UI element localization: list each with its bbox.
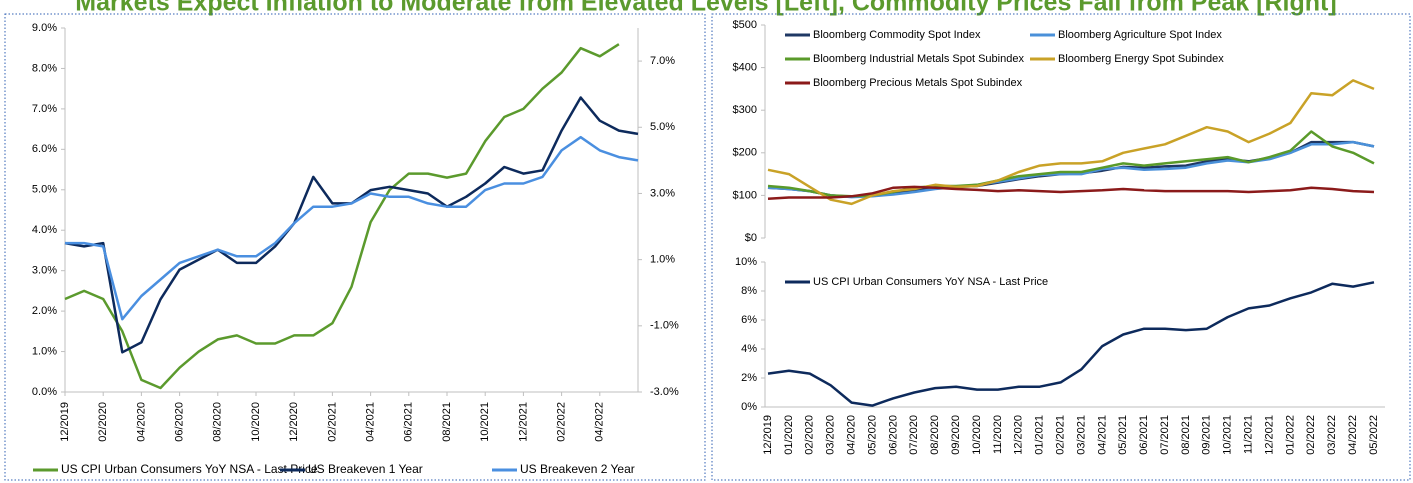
- x-tick-label: 08/2021: [441, 402, 453, 442]
- series-line: [767, 140, 1375, 198]
- y-tick-label: 2%: [741, 372, 757, 384]
- x-tick-label: 10/2020: [250, 402, 262, 442]
- x-tick-label: 04/2020: [845, 415, 857, 455]
- x-tick-label: 05/2020: [866, 415, 878, 455]
- legend-label: Bloomberg Industrial Metals Spot Subinde…: [813, 53, 1024, 65]
- x-tick-label: 12/2021: [1263, 415, 1275, 455]
- y-tick-label: 6.0%: [32, 143, 57, 155]
- y2-tick-label: 5.0%: [650, 121, 675, 133]
- y-tick-label: $0: [745, 232, 757, 244]
- y2-tick-label: -1.0%: [650, 320, 679, 332]
- x-tick-label: 06/2021: [403, 402, 415, 442]
- series-line: [64, 43, 620, 390]
- y2-tick-label: 7.0%: [650, 55, 675, 67]
- x-tick-label: 07/2021: [1159, 415, 1171, 455]
- series-line: [767, 281, 1375, 407]
- y2-tick-label: 1.0%: [650, 254, 675, 266]
- x-tick-label: 02/2020: [97, 402, 109, 442]
- x-tick-label: 03/2020: [825, 415, 837, 455]
- x-tick-label: 01/2021: [1034, 415, 1046, 455]
- y-tick-label: $500: [733, 19, 757, 31]
- x-tick-label: 10/2020: [971, 415, 983, 455]
- x-tick-label: 06/2021: [1138, 415, 1150, 455]
- x-tick-label: 04/2020: [135, 402, 147, 442]
- x-tick-label: 05/2022: [1368, 415, 1380, 455]
- x-tick-label: 08/2020: [929, 415, 941, 455]
- y-tick-label: 10%: [735, 256, 757, 268]
- y-tick-label: 3.0%: [32, 265, 57, 277]
- x-tick-label: 07/2020: [908, 415, 920, 455]
- x-tick-label: 04/2021: [365, 402, 377, 442]
- x-tick-label: 02/2022: [1305, 415, 1317, 455]
- x-tick-label: 03/2021: [1075, 415, 1087, 455]
- left-panel-border: [4, 13, 706, 481]
- x-tick-label: 11/2020: [992, 415, 1004, 454]
- x-tick-label: 10/2021: [479, 402, 491, 442]
- x-tick-label: 04/2022: [594, 402, 606, 442]
- x-tick-label: 08/2021: [1180, 415, 1192, 455]
- legend-label: Bloomberg Precious Metals Spot Subindex: [813, 77, 1023, 89]
- y-tick-label: 4.0%: [32, 224, 57, 236]
- x-tick-label: 03/2022: [1326, 415, 1338, 455]
- series-line: [64, 96, 639, 354]
- x-tick-label: 04/2022: [1347, 415, 1359, 455]
- y-tick-label: 5.0%: [32, 184, 57, 196]
- x-tick-label: 04/2021: [1096, 415, 1108, 455]
- x-tick-label: 11/2021: [1243, 415, 1255, 454]
- legend-label: US CPI Urban Consumers YoY NSA - Last Pr…: [813, 276, 1048, 288]
- y-tick-label: 0.0%: [32, 386, 57, 398]
- right-panel-border: [711, 13, 1411, 481]
- y-tick-label: 8.0%: [32, 62, 57, 74]
- x-tick-label: 12/2020: [288, 402, 300, 442]
- legend-label: Bloomberg Energy Spot Subindex: [1058, 53, 1224, 65]
- x-tick-label: 02/2021: [326, 402, 338, 442]
- x-tick-label: 02/2021: [1054, 415, 1066, 455]
- page-title: Markets Expect Inflation to Moderate fro…: [75, 0, 1336, 17]
- y-tick-label: 6%: [741, 314, 757, 326]
- y-tick-label: $100: [733, 189, 757, 201]
- x-tick-label: 09/2021: [1201, 415, 1213, 455]
- x-tick-label: 09/2020: [950, 415, 962, 455]
- y-tick-label: 7.0%: [32, 103, 57, 115]
- series-line: [65, 135, 639, 321]
- y2-tick-label: 3.0%: [650, 187, 675, 199]
- y-tick-label: $300: [733, 104, 757, 116]
- y-tick-label: 9.0%: [32, 22, 57, 34]
- y-tick-label: 8%: [741, 285, 757, 297]
- y2-tick-label: -3.0%: [650, 386, 679, 398]
- x-tick-label: 12/2021: [517, 402, 529, 442]
- legend-label: US Breakeven 2 Year: [520, 462, 635, 476]
- y-tick-label: $400: [733, 62, 757, 74]
- x-tick-label: 10/2021: [1222, 415, 1234, 455]
- legend-label: US Breakeven 1 Year: [308, 462, 423, 476]
- x-tick-label: 01/2022: [1284, 415, 1296, 455]
- legend-label: Bloomberg Agriculture Spot Index: [1058, 29, 1222, 41]
- y-tick-label: $200: [733, 147, 757, 159]
- x-tick-label: 08/2020: [212, 402, 224, 442]
- y-tick-label: 0%: [741, 401, 757, 413]
- series-line: [767, 140, 1375, 199]
- x-tick-label: 12/2019: [59, 402, 71, 442]
- x-tick-label: 02/2020: [804, 415, 816, 455]
- x-tick-label: 12/2020: [1013, 415, 1025, 455]
- x-tick-label: 02/2022: [556, 402, 568, 442]
- legend-label: US CPI Urban Consumers YoY NSA - Last Pr…: [61, 462, 318, 476]
- y-tick-label: 1.0%: [32, 345, 57, 357]
- series-line: [767, 185, 1375, 201]
- legend-label: Bloomberg Commodity Spot Index: [813, 29, 981, 41]
- x-tick-label: 05/2021: [1117, 415, 1129, 455]
- x-tick-label: 12/2019: [762, 415, 774, 455]
- series-line: [767, 79, 1375, 206]
- x-tick-label: 06/2020: [887, 415, 899, 455]
- y-tick-label: 2.0%: [32, 305, 57, 317]
- x-tick-label: 01/2020: [783, 415, 795, 455]
- y-tick-label: 4%: [741, 343, 757, 355]
- x-tick-label: 06/2020: [174, 402, 186, 442]
